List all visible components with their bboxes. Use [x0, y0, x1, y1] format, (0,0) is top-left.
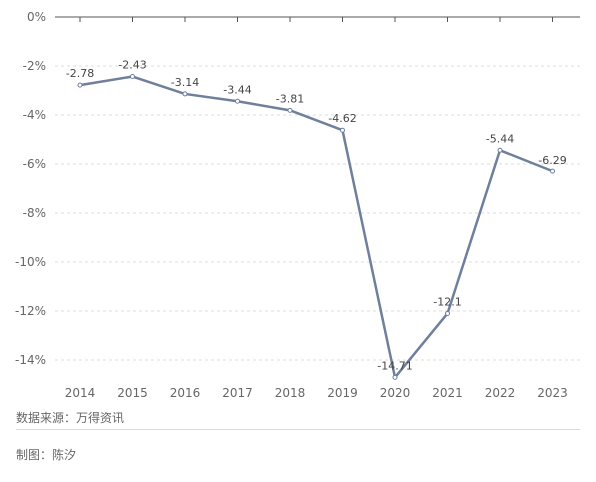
x-tick-label: 2021: [432, 386, 463, 400]
data-point: [287, 107, 293, 113]
y-tick-label: 0%: [27, 10, 46, 24]
data-label: -14.71: [377, 359, 412, 372]
y-tick-label: -12%: [15, 304, 46, 318]
x-tick-label: 2014: [65, 386, 96, 400]
x-tick-label: 2017: [222, 386, 253, 400]
data-point: [340, 127, 345, 133]
data-source-note: 数据来源：万得资讯: [16, 411, 125, 425]
data-label: -6.29: [538, 154, 566, 167]
data-label: -12.1: [433, 295, 461, 308]
x-tick-label: 2018: [275, 386, 306, 400]
data-label: -3.44: [223, 83, 251, 96]
x-tick-label: 2016: [170, 386, 201, 400]
data-label: -2.78: [66, 67, 94, 80]
y-tick-label: -6%: [23, 157, 46, 171]
x-tick-label: 2023: [537, 386, 568, 400]
x-tick-label: 2019: [327, 386, 358, 400]
data-label: -3.14: [171, 76, 199, 89]
x-tick-label: 2022: [485, 386, 516, 400]
data-label: -2.43: [118, 59, 146, 72]
data-point: [130, 74, 135, 80]
series-line: [78, 75, 554, 379]
footer-divider: [16, 429, 580, 430]
data-point: [182, 91, 188, 97]
data-label: -4.62: [328, 112, 356, 125]
line-chart: 0% -2% -4% -6% -8% -10% -12% -14% 2014 2015 2016 2…: [15, 10, 580, 400]
data-point: [392, 374, 398, 380]
y-tick-label: -4%: [23, 108, 46, 122]
data-label: -5.44: [486, 132, 514, 145]
x-tick-label: 2015: [117, 386, 148, 400]
y-tick-label: -2%: [23, 59, 46, 73]
y-tick-label: -8%: [23, 206, 46, 220]
data-label: -3.81: [276, 92, 304, 105]
data-point: [235, 98, 240, 104]
y-tick-label: -14%: [15, 353, 46, 367]
chart-credit: 制图：陈汐: [16, 448, 77, 462]
data-point: [445, 310, 450, 316]
y-tick-label: -10%: [15, 255, 46, 269]
data-point: [77, 82, 83, 88]
x-tick-label: 2020: [380, 386, 411, 400]
data-point: [497, 147, 503, 153]
data-point: [550, 168, 555, 174]
